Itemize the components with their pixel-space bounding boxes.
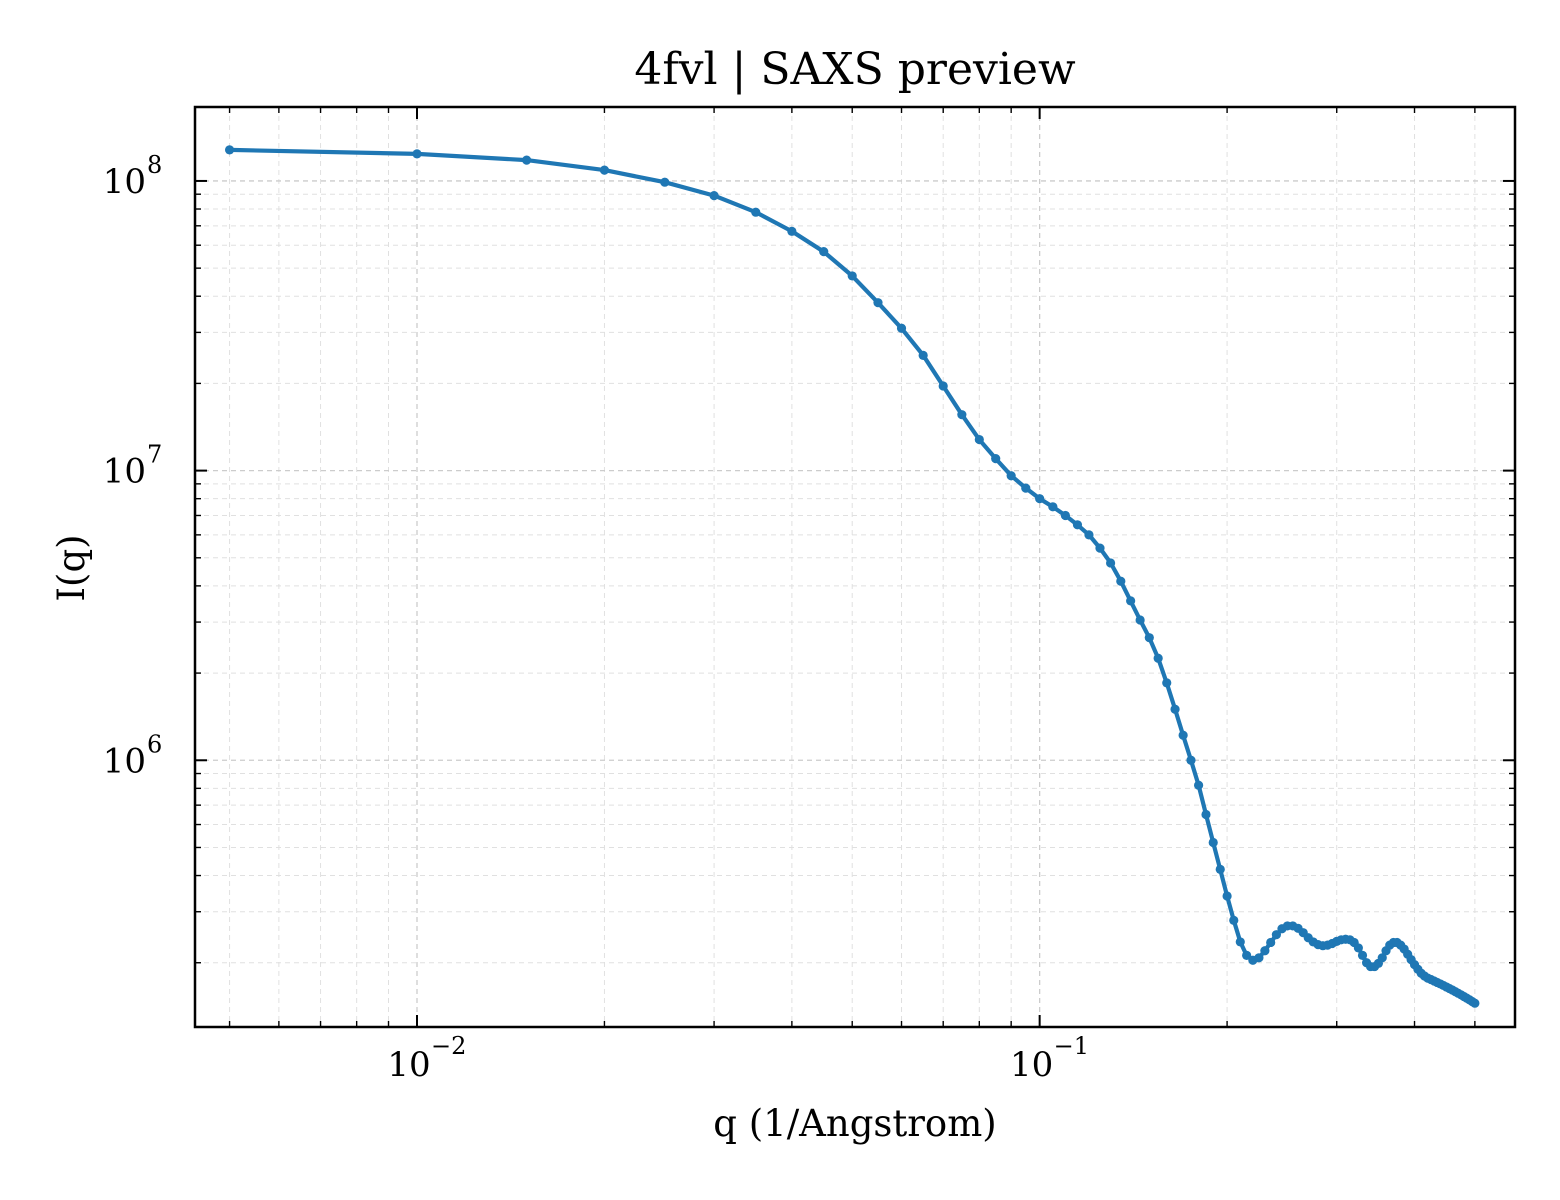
- data-point: [1021, 483, 1031, 493]
- data-point: [709, 191, 719, 201]
- data-point: [896, 323, 907, 333]
- data-point: [1266, 937, 1276, 948]
- data-point: [1135, 615, 1145, 625]
- y-tick-label-exponent: 7: [147, 441, 162, 469]
- data-point: [1186, 755, 1196, 765]
- data-point: [1215, 864, 1225, 875]
- data-point: [1095, 543, 1105, 553]
- data-point: [873, 298, 883, 308]
- x-axis-label: q (1/Angstrom): [713, 1102, 996, 1145]
- data-point: [1162, 678, 1172, 688]
- data-point: [991, 454, 1001, 464]
- axis-ticks: 10 −2 10 −110 610 710 8: [103, 107, 1515, 1085]
- x-tick-label: 10: [1010, 1045, 1053, 1085]
- data-point: [522, 155, 532, 165]
- data-point: [787, 226, 797, 236]
- data-point: [1357, 950, 1368, 961]
- data-point: [1193, 780, 1204, 790]
- data-point: [1178, 730, 1188, 740]
- data-point: [974, 434, 984, 445]
- data-point: [1201, 809, 1211, 820]
- data-point: [1208, 837, 1218, 848]
- data-point: [1229, 915, 1239, 926]
- data-point: [1072, 520, 1083, 530]
- data-point: [1116, 576, 1126, 586]
- plot-frame: [193, 105, 1517, 1029]
- data-point: [1035, 494, 1045, 504]
- y-tick-label: 10: [103, 452, 146, 492]
- data-point: [1353, 943, 1363, 953]
- data-point: [599, 165, 610, 175]
- data-point: [1377, 953, 1387, 963]
- x-tick-label-exponent: −2: [431, 1032, 466, 1060]
- chart-title: 4fvl | SAXS preview: [634, 44, 1076, 95]
- data-point: [1170, 704, 1180, 714]
- data-point: [819, 247, 829, 257]
- data-point: [1105, 558, 1116, 568]
- data-point: [1470, 998, 1480, 1008]
- data-point: [1126, 596, 1136, 606]
- data-point: [412, 149, 422, 159]
- y-tick-label-exponent: 6: [147, 730, 162, 758]
- data-point: [1144, 633, 1154, 643]
- data-point: [224, 145, 235, 155]
- data-point: [1235, 937, 1245, 947]
- y-axis-label: I(q): [50, 534, 93, 601]
- data-point: [957, 410, 967, 420]
- data-point: [1006, 471, 1016, 481]
- data-point: [1060, 510, 1071, 521]
- data-point: [1271, 930, 1281, 940]
- data-point: [918, 350, 928, 360]
- data-point: [1242, 950, 1252, 961]
- data-point: [660, 177, 670, 187]
- y-tick-label-exponent: 8: [147, 151, 162, 179]
- grid: [195, 107, 1515, 1027]
- data-point: [751, 207, 761, 217]
- x-tick-label-exponent: −1: [1054, 1032, 1089, 1060]
- data-point: [1153, 653, 1163, 663]
- data-point: [847, 271, 857, 281]
- y-tick-label: 10: [103, 162, 146, 202]
- data-point: [1084, 530, 1094, 540]
- data-point: [1048, 502, 1058, 512]
- data-point: [1254, 953, 1264, 963]
- y-tick-label: 10: [103, 741, 146, 781]
- series-layer: [224, 145, 1480, 1008]
- data-point: [938, 381, 948, 391]
- data-point: [1222, 891, 1232, 901]
- data-point: [1260, 946, 1270, 956]
- x-tick-label: 10: [387, 1045, 430, 1085]
